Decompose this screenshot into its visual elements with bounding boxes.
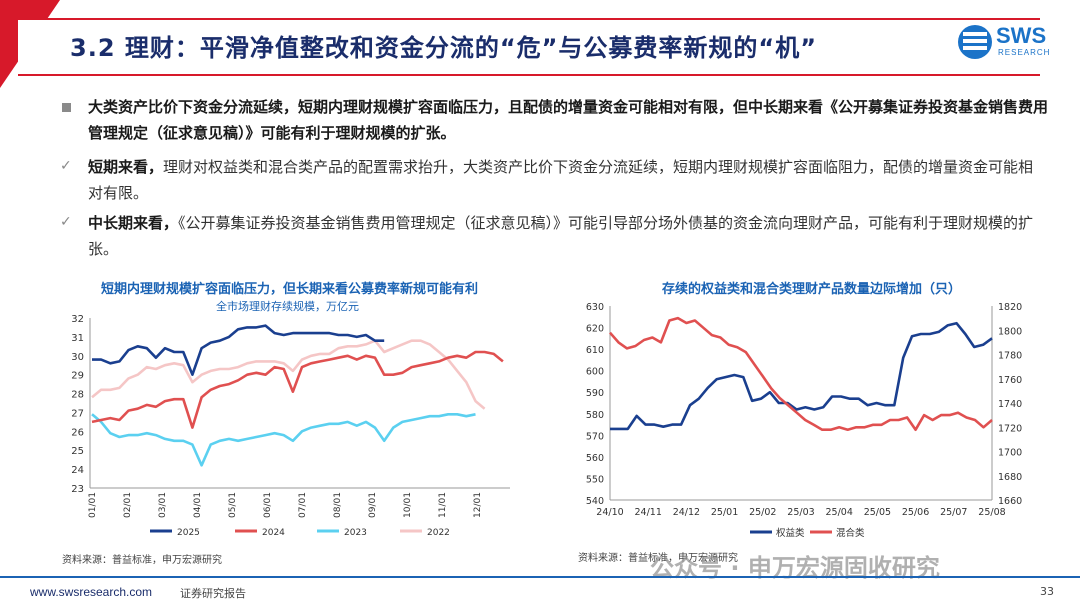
- x-tick-label: 04/01: [193, 492, 203, 518]
- left-y-tick-label: 570: [586, 431, 604, 442]
- title-frame: [18, 18, 1040, 76]
- y-tick-label: 23: [71, 484, 84, 495]
- x-tick-label: 02/01: [123, 492, 133, 518]
- right-y-tick-label: 1760: [998, 375, 1022, 386]
- x-tick-label: 25/08: [978, 507, 1005, 518]
- right-y-tick-label: 1820: [998, 302, 1022, 313]
- sws-logo-icon: [958, 25, 992, 59]
- legend-label-2025: 2025: [177, 528, 200, 538]
- left-y-tick-label: 550: [586, 474, 604, 485]
- x-tick-label: 07/01: [298, 492, 308, 518]
- page-title: 3.2 理财：平滑净值整改和资金分流的“危”与公募费率新规的“机”: [70, 34, 817, 62]
- logo-text: SWS: [996, 23, 1047, 48]
- x-tick-label: 09/01: [368, 492, 378, 518]
- x-tick-label: 24/10: [596, 507, 623, 518]
- legend-label-2024: 2024: [262, 528, 285, 538]
- x-tick-label: 08/01: [333, 492, 343, 518]
- y-tick-label: 26: [71, 427, 84, 438]
- y-tick-label: 27: [71, 408, 84, 419]
- x-tick-label: 06/01: [263, 492, 273, 518]
- left-chart-title: 短期内理财规模扩容面临压力，但长期来看公募费率新规可能有利: [101, 282, 479, 297]
- x-tick-label: 25/06: [902, 507, 929, 518]
- y-tick-label: 32: [71, 314, 84, 325]
- x-tick-label: 25/03: [787, 507, 814, 518]
- right-y-tick-label: 1780: [998, 351, 1022, 362]
- left-chart-source: 资料来源：普益标准，申万宏源研究: [62, 555, 222, 566]
- y-tick-label: 31: [71, 333, 84, 344]
- right-y-tick-label: 1660: [998, 496, 1022, 507]
- right-chart-source: 资料来源：普益标准，申万宏源研究: [578, 553, 738, 564]
- short-term-label: 短期来看，: [88, 158, 164, 176]
- legend-label-权益类: 权益类: [776, 527, 805, 539]
- bullet-square-icon: [62, 103, 71, 112]
- right-y-tick-label: 1700: [998, 448, 1022, 459]
- left-y-tick-label: 630: [586, 302, 604, 313]
- x-tick-label: 05/01: [228, 492, 238, 518]
- left-y-tick-label: 600: [586, 367, 604, 378]
- main-bullet-text: 大类资产比价下资金分流延续，短期内理财规模扩容面临压力，且配债的增量资金可能相对…: [88, 98, 1049, 142]
- right-chart-title: 存续的权益类和混合类理财产品数量边际增加（只）: [662, 282, 962, 297]
- long-term-text: 《公开募集证券投资基金销售费用管理规定（征求意见稿）》可能引导部分场外债基的资金…: [88, 214, 1034, 258]
- y-tick-label: 28: [71, 390, 84, 401]
- footer-report-label: 证券研究报告: [180, 587, 246, 600]
- x-tick-label: 25/02: [749, 507, 776, 518]
- x-tick-label: 12/01: [473, 492, 483, 518]
- y-tick-label: 29: [71, 371, 84, 382]
- series-line-混合类: [609, 316, 993, 431]
- short-term-text: 理财对权益类和混合类产品的配置需求抬升，大类资产比价下资金分流延续，短期内理财规…: [88, 158, 1034, 202]
- legend-label-混合类: 混合类: [836, 527, 865, 539]
- x-tick-label: 01/01: [88, 492, 98, 518]
- y-tick-label: 25: [71, 446, 84, 457]
- x-tick-label: 25/04: [826, 507, 853, 518]
- short-term-paragraph: 短期来看，理财对权益类和混合类产品的配置需求抬升，大类资产比价下资金分流延续，短…: [88, 154, 1048, 206]
- left-y-tick-label: 540: [586, 496, 604, 507]
- long-term-paragraph: 中长期来看，《公开募集证券投资基金销售费用管理规定（征求意见稿）》可能引导部分场…: [88, 210, 1048, 262]
- right-line-chart: 540 550 560 570 580 590 600 610 620 630 1660 1680 17…: [586, 302, 1022, 539]
- series-line-权益类: [610, 321, 993, 431]
- right-y-tick-label: 1800: [998, 326, 1022, 337]
- left-chart-subtitle: 全市场理财存续规模，万亿元: [216, 300, 359, 313]
- legend-label-2022: 2022: [427, 528, 450, 538]
- series-line-2023: [91, 413, 476, 467]
- long-term-label: 中长期来看，: [88, 214, 179, 232]
- left-y-tick-label: 610: [586, 345, 604, 356]
- left-y-tick-label: 580: [586, 410, 604, 421]
- x-tick-label: 03/01: [158, 492, 168, 518]
- left-y-tick-label: 590: [586, 388, 604, 399]
- x-tick-label: 11/01: [438, 492, 448, 518]
- right-y-tick-label: 1720: [998, 423, 1022, 434]
- left-y-tick-label: 560: [586, 453, 604, 464]
- y-tick-label: 24: [71, 465, 84, 476]
- y-tick-label: 30: [71, 352, 84, 363]
- check-icon: ✓: [60, 158, 72, 174]
- x-tick-label: 25/05: [864, 507, 891, 518]
- right-y-tick-label: 1680: [998, 472, 1022, 483]
- logo-subtext: RESEARCH: [998, 48, 1051, 57]
- series-line-2022: [91, 339, 486, 410]
- legend-label-2023: 2023: [344, 528, 367, 538]
- x-tick-label: 24/12: [673, 507, 700, 518]
- x-tick-label: 10/01: [403, 492, 413, 518]
- page-number: 33: [1040, 585, 1054, 598]
- left-line-chart: 23 24 25 26 27 28 29 30 31 32 01/01 02/01 03/01 04/01…: [71, 314, 510, 538]
- series-line-2025: [92, 324, 385, 376]
- footer-url-link[interactable]: www.swsresearch.com: [30, 585, 153, 599]
- footer-divider: [0, 576, 1080, 578]
- check-icon: ✓: [60, 214, 72, 230]
- x-tick-label: 25/07: [940, 507, 967, 518]
- x-tick-label: 24/11: [635, 507, 662, 518]
- sws-logo: SWS RESEARCH: [958, 23, 1058, 61]
- series-line-2024: [91, 350, 504, 429]
- left-y-tick-label: 620: [586, 324, 604, 335]
- right-y-tick-label: 1740: [998, 399, 1022, 410]
- x-tick-label: 25/01: [711, 507, 738, 518]
